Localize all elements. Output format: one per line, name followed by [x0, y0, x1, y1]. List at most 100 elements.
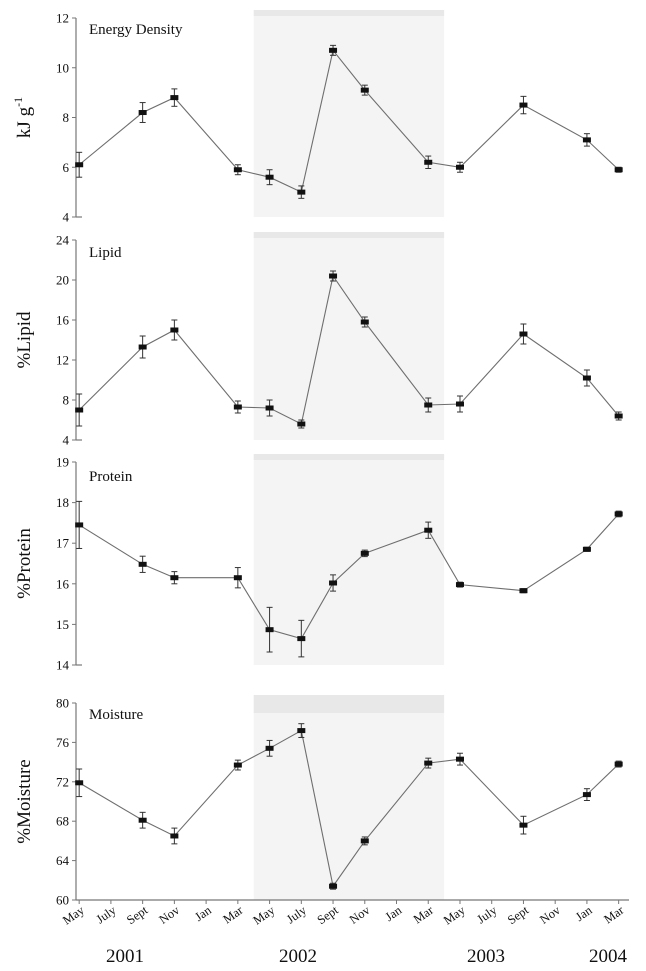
month-label: Sept — [505, 903, 532, 928]
moisture-panel: Moisture %Moisture 60 64 68 72 76 80 — [14, 696, 629, 908]
data-point — [582, 792, 591, 798]
shaded-region — [253, 695, 445, 900]
protein-title: Protein — [89, 469, 133, 485]
year-label: 2002 — [279, 946, 317, 967]
x-axis: May July Sept Nov Jan Mar May July Sept Nov Jan Mar… — [60, 900, 628, 967]
data-point — [138, 344, 147, 350]
y-tick-label: 80 — [56, 696, 69, 711]
shaded-region — [253, 232, 445, 440]
y-tick-label: 20 — [56, 273, 69, 288]
shaded-region-top — [253, 695, 445, 713]
data-point — [614, 761, 623, 767]
data-point — [170, 95, 179, 101]
data-point — [138, 817, 147, 823]
month-label: Mar — [411, 903, 437, 927]
data-point — [75, 162, 84, 168]
data-point — [519, 822, 528, 828]
lipid-ylabel: %Lipid — [14, 311, 35, 368]
data-point — [519, 102, 528, 108]
shaded-region-top — [253, 232, 445, 238]
y-tick-label: 76 — [56, 735, 70, 750]
shaded-region — [253, 10, 445, 217]
data-point — [614, 511, 623, 517]
moisture-ylabel: %Moisture — [14, 759, 35, 843]
data-point — [233, 762, 242, 768]
data-point — [582, 546, 591, 552]
y-tick-label: 19 — [56, 455, 69, 470]
data-point — [265, 405, 274, 411]
y-tick-label: 6 — [63, 160, 70, 175]
data-point — [297, 421, 306, 427]
y-tick-label: 16 — [56, 313, 70, 328]
y-tick-label: 10 — [56, 60, 69, 75]
y-tick-label: 60 — [56, 893, 69, 908]
data-point — [455, 582, 464, 588]
energy-density-ylabel-sup: -1 — [11, 97, 25, 107]
data-point — [582, 137, 591, 143]
data-point — [329, 580, 338, 586]
data-point — [170, 833, 179, 839]
energy-density-panel: Energy Density kJ g-1 4 6 8 10 12 — [11, 11, 623, 225]
data-point — [170, 575, 179, 581]
data-point — [297, 636, 306, 642]
protein-panel: Protein %Protein 14 15 16 17 18 19 — [14, 455, 623, 673]
data-point — [265, 627, 274, 633]
y-tick-label: 72 — [56, 774, 69, 789]
month-label: Jan — [192, 903, 214, 924]
data-point — [360, 550, 369, 556]
y-tick-label: 24 — [56, 233, 70, 248]
data-point — [233, 404, 242, 410]
data-point — [233, 167, 242, 173]
data-point — [233, 575, 242, 581]
data-point — [75, 522, 84, 528]
month-label: Mar — [601, 903, 627, 927]
energy-density-ylabel: kJ g-1 — [11, 97, 35, 138]
shaded-region — [253, 454, 445, 665]
data-point — [424, 760, 433, 766]
y-tick-label: 15 — [56, 617, 69, 632]
month-label: Sept — [315, 903, 342, 928]
month-label: Nov — [347, 903, 373, 927]
energy-density-ylabel-main: kJ g — [14, 106, 35, 138]
shaded-region-top — [253, 454, 445, 460]
data-point — [614, 167, 623, 173]
month-label: Nov — [537, 903, 563, 927]
y-tick-label: 14 — [56, 658, 70, 673]
y-tick-label: 16 — [56, 576, 70, 591]
data-point — [265, 745, 274, 751]
data-point — [360, 87, 369, 93]
data-point — [360, 838, 369, 844]
month-label: Nov — [156, 903, 182, 927]
month-label: July — [94, 903, 120, 927]
data-point — [329, 47, 338, 53]
data-point — [75, 407, 84, 413]
y-tick-label: 68 — [56, 814, 69, 829]
month-label: July — [284, 903, 310, 927]
lipid-title: Lipid — [89, 245, 122, 261]
y-tick-label: 12 — [56, 353, 69, 368]
lipid-panel: Lipid %Lipid 4 8 12 16 20 24 — [14, 233, 623, 448]
data-point — [138, 110, 147, 116]
data-point — [614, 413, 623, 419]
data-point — [360, 319, 369, 325]
data-point — [170, 327, 179, 333]
month-label: Mar — [220, 903, 246, 927]
data-point — [455, 164, 464, 170]
data-point — [455, 756, 464, 762]
month-label: Sept — [124, 903, 151, 928]
y-tick-label: 8 — [63, 110, 70, 125]
month-label: July — [474, 903, 500, 927]
data-point — [519, 331, 528, 337]
y-tick-label: 4 — [63, 210, 70, 225]
moisture-title: Moisture — [89, 707, 144, 723]
data-point — [297, 728, 306, 734]
energy-density-title: Energy Density — [89, 22, 183, 38]
data-point — [424, 527, 433, 533]
y-tick-label: 4 — [63, 433, 70, 448]
month-label: Jan — [573, 903, 595, 924]
data-point — [424, 402, 433, 408]
month-label: May — [250, 903, 277, 928]
shaded-period-layer — [253, 10, 445, 900]
